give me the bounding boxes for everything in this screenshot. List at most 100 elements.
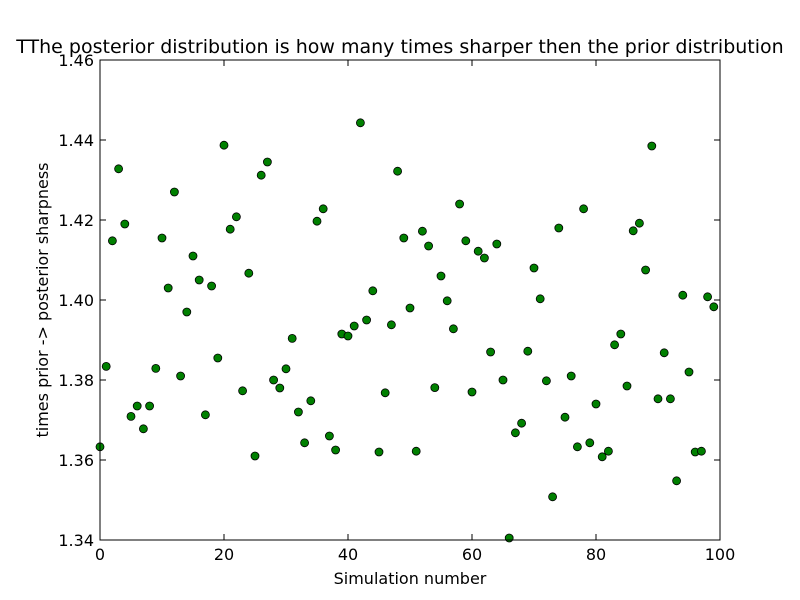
data-point [616,329,626,339]
data-point [529,263,539,273]
data-point [362,315,372,325]
data-point [473,246,483,256]
y-axis-label: times prior -> posterior sharpness [33,162,52,437]
x-axis-label: Simulation number [334,569,487,588]
data-point [424,241,434,251]
y-tick-label: 1.36 [58,451,94,470]
data-point [293,407,303,417]
data-point [324,431,334,441]
data-point [281,364,291,374]
y-tick-label: 1.40 [58,291,94,310]
data-point [368,286,378,296]
data-point [262,157,272,167]
x-tick-label: 60 [462,545,482,564]
data-point [436,271,446,281]
data-point [331,445,341,455]
data-point [312,216,322,226]
data-point [597,452,607,462]
data-point [610,340,619,350]
data-point [269,375,279,385]
data-point [523,346,533,356]
data-point [250,451,260,461]
data-point [114,164,123,174]
data-point [399,233,409,243]
data-point [244,268,254,278]
data-point [641,265,650,275]
x-tick-label: 20 [214,545,234,564]
data-point [653,394,663,404]
data-point [126,411,136,421]
y-tick-label: 1.42 [58,211,94,230]
axis-ticks: 0 20 40 60 80 100 1.34 1.36 1.38 1.40 1.42 1.44 1.46 [58,51,735,564]
y-tick-label: 1.34 [58,531,94,550]
x-tick-label: 100 [705,545,736,564]
data-point [386,320,396,330]
data-point [374,447,384,457]
data-point [492,239,502,249]
data-point [182,307,192,317]
data-point [225,224,235,234]
x-tick-label: 0 [95,545,105,564]
data-point [194,275,204,285]
data-point [455,199,465,209]
data-point [467,387,477,397]
data-point [138,424,148,434]
data-point [200,410,210,420]
data-point [535,294,545,304]
data-point [213,353,223,363]
data-point [120,219,130,229]
x-tick-label: 40 [338,545,358,564]
data-point [560,412,570,422]
data-point [697,446,706,456]
data-point [672,476,681,486]
data-point [349,321,359,331]
data-point [287,333,297,343]
data-point [498,375,508,385]
data-point [108,236,117,246]
data-point [256,170,266,180]
data-point [380,388,390,398]
y-tick-label: 1.44 [58,131,94,150]
data-point [709,302,719,312]
data-point [405,303,415,313]
data-point [486,347,496,357]
data-point [238,386,248,396]
data-point [151,363,161,373]
data-point [300,438,310,448]
data-point [411,446,421,456]
data-point [666,394,675,404]
data-point [343,331,353,341]
data-point [207,281,217,291]
data-point [585,438,595,448]
data-point [542,376,551,386]
data-point [479,253,489,263]
y-tick-label: 1.46 [58,51,94,70]
data-point [579,204,588,214]
data-point [318,204,328,214]
data-point [176,371,186,381]
data-point [635,218,644,228]
data-point [591,399,601,409]
data-point [573,442,582,452]
data-point [188,251,198,261]
data-point [430,383,440,393]
data-point [393,166,403,176]
data-point [157,233,167,243]
data-point [306,396,316,406]
data-point [132,401,142,411]
data-point [275,383,285,393]
data-point [163,283,173,293]
y-tick-label: 1.38 [58,371,94,390]
data-point [566,371,576,381]
data-point [659,348,669,358]
data-point [355,118,365,128]
data-point [442,296,452,306]
data-point [622,381,632,391]
data-point [647,141,657,151]
data-point [145,401,155,411]
data-point [554,223,564,233]
data-point [417,226,427,236]
data-point [101,361,111,371]
plot-frame [99,59,721,541]
